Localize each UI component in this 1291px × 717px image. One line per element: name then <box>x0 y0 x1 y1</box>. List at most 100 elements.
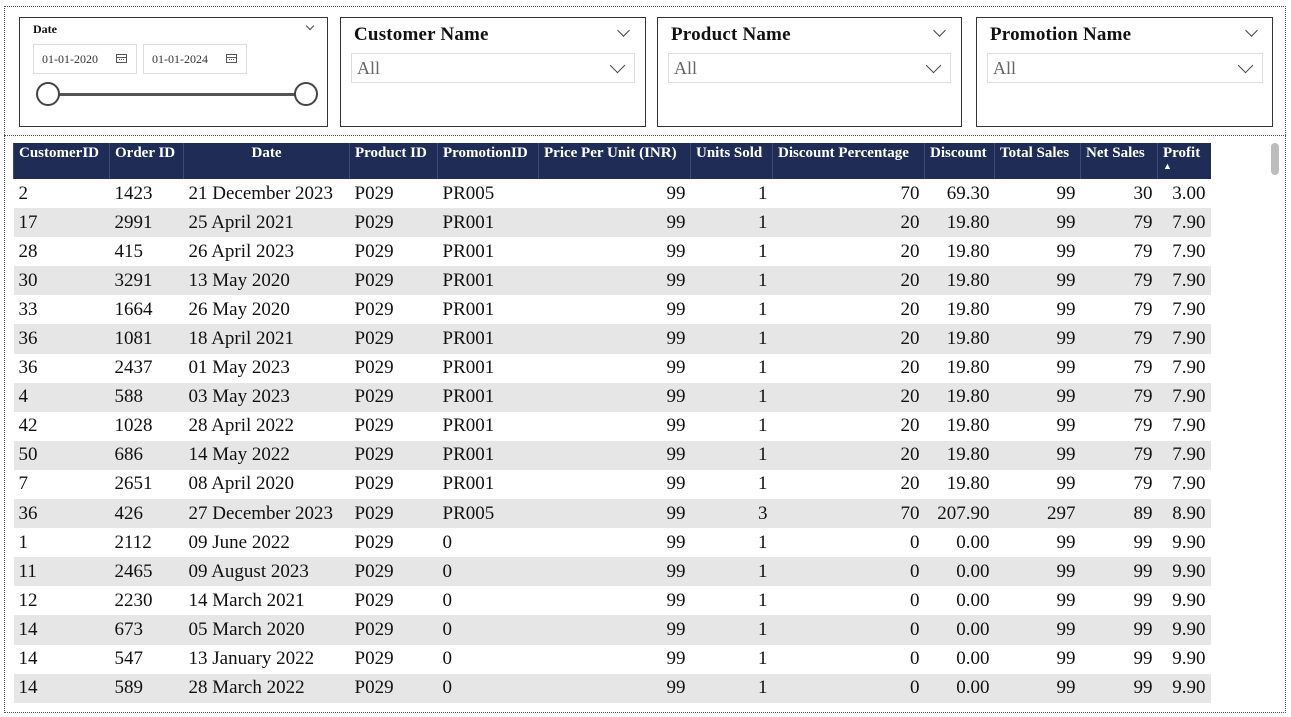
cell-product-id: P029 <box>349 266 438 296</box>
table-row[interactable]: 4 588 03 May 2023 P029 PR001 99 1 20 19.80 99 79 7.… <box>13 382 1211 412</box>
cell-discount-percentage: 20 <box>772 266 925 296</box>
cell-units-sold: 1 <box>690 208 773 238</box>
table-row[interactable]: 14 673 05 March 2020 P029 0 99 1 0 0.00 99 99 9.90 <box>13 615 1211 645</box>
cell-discount: 19.80 <box>924 382 995 412</box>
table-row[interactable]: 14 547 13 January 2022 P029 0 99 1 0 0.00 99 99 9.9… <box>14 645 1211 674</box>
chevron-down-icon[interactable] <box>925 57 942 74</box>
product-name-dropdown[interactable]: All <box>668 53 951 83</box>
table-row[interactable]: 2 1423 21 December 2023 P029 PR005 99 1 70 69.30… <box>14 179 1211 208</box>
col-header-date[interactable]: Date <box>183 143 350 179</box>
cell-discount: 19.80 <box>946 473 990 495</box>
cell-units-sold: 1 <box>758 415 768 437</box>
end-date-value: 01-01-2024 <box>152 52 208 66</box>
cell-units-sold: 1 <box>690 324 773 354</box>
col-header-product-id[interactable]: Product ID <box>349 143 438 179</box>
table-row[interactable]: 30 3291 13 May 2020 P029 PR001 99 1 20 19.80 99 79… <box>13 266 1211 296</box>
cell-promotion-id: PR001 <box>437 208 539 238</box>
sort-ascending-icon[interactable]: ▲ <box>1163 161 1172 171</box>
calendar-icon[interactable] <box>226 54 237 63</box>
end-date-input[interactable]: 01-01-2024 <box>143 44 247 74</box>
cell-date: 01 May 2023 <box>188 357 290 379</box>
chevron-down-icon[interactable] <box>609 57 626 74</box>
cell-discount-percentage: 20 <box>772 208 925 238</box>
calendar-icon[interactable] <box>116 54 127 63</box>
col-header-price-per-unit[interactable]: Price Per Unit (INR) <box>538 143 691 179</box>
cell-profit: 7.90 <box>1157 208 1211 238</box>
table-row[interactable]: 11 2465 09 August 2023 P029 0 99 1 0 0.00 99 99 9.9… <box>13 557 1211 587</box>
cell-customer-id: 14 <box>13 673 110 703</box>
cell-total-sales: 297 <box>994 499 1081 529</box>
col-header-order-id[interactable]: Order ID <box>109 143 184 179</box>
cell-units-sold: 1 <box>758 357 768 379</box>
cell-discount-percentage: 0 <box>910 648 920 670</box>
cell-product-id: P029 <box>354 648 394 670</box>
cell-units-sold: 1 <box>690 382 773 412</box>
cell-profit: 9.90 <box>1172 531 1206 553</box>
chevron-down-icon[interactable] <box>1237 57 1254 74</box>
cell-discount-percentage: 20 <box>900 357 920 379</box>
cell-units-sold: 1 <box>690 557 773 587</box>
cell-price-per-unit: 99 <box>538 557 691 587</box>
col-header-units-sold[interactable]: Units Sold <box>690 143 773 179</box>
col-header-total-sales[interactable]: Total Sales <box>994 143 1081 179</box>
table-row[interactable]: 50 686 14 May 2022 P029 PR001 99 1 20 19.80 99 79 7… <box>13 440 1211 470</box>
cell-discount: 19.80 <box>946 357 990 379</box>
cell-promotion-id: 0 <box>442 648 453 670</box>
cell-promotion-id: 0 <box>437 615 539 645</box>
table-row[interactable]: 33 1664 26 May 2020 P029 PR001 99 1 20 19.80 99 79… <box>14 295 1211 324</box>
cell-price-per-unit: 99 <box>538 615 691 645</box>
cell-order-id: 588 <box>109 382 184 412</box>
cell-order-id: 415 <box>114 240 144 262</box>
cell-date: 13 January 2022 <box>188 648 315 670</box>
cell-units-sold: 1 <box>690 440 773 470</box>
table-row[interactable]: 42 1028 28 April 2022 P029 PR001 99 1 20 19.80 99… <box>14 412 1211 441</box>
cell-discount: 69.30 <box>946 182 990 204</box>
table-row[interactable]: 36 426 27 December 2023 P029 PR005 99 3 70 207.9… <box>13 499 1211 529</box>
cell-product-id: P029 <box>349 382 438 412</box>
cell-order-id: 589 <box>109 673 184 703</box>
chevron-down-icon[interactable] <box>617 24 630 37</box>
col-header-customer-id[interactable]: CustomerID <box>13 143 110 179</box>
product-name-title: Product Name <box>671 24 791 45</box>
cell-product-id: P029 <box>354 298 394 320</box>
date-range-end-handle[interactable] <box>294 82 318 106</box>
vertical-scrollbar[interactable] <box>1271 143 1279 175</box>
col-header-discount-percentage[interactable]: Discount Percentage <box>772 143 925 179</box>
cell-product-id: P029 <box>349 615 438 645</box>
col-header-promotion-id[interactable]: PromotionID <box>437 143 539 179</box>
col-header-discount[interactable]: Discount <box>924 143 995 179</box>
chevron-down-icon[interactable] <box>305 21 315 31</box>
cell-date: 09 August 2023 <box>183 557 350 587</box>
table-row[interactable]: 36 2437 01 May 2023 P029 PR001 99 1 20 19.80 99 79… <box>14 354 1211 383</box>
cell-product-id: P029 <box>354 589 394 611</box>
table-row[interactable]: 7 2651 08 April 2020 P029 PR001 99 1 20 19.80 99 7… <box>14 470 1211 499</box>
table-row[interactable]: 17 2991 25 April 2021 P029 PR001 99 1 20 19.80 99… <box>13 208 1211 238</box>
cell-order-id: 547 <box>114 648 144 670</box>
promotion-name-dropdown[interactable]: All <box>987 53 1263 83</box>
cell-order-id: 2437 <box>114 357 153 379</box>
chevron-down-icon[interactable] <box>933 24 946 37</box>
cell-order-id: 1028 <box>114 415 153 437</box>
cell-price-per-unit: 99 <box>538 499 691 529</box>
cell-profit: 8.90 <box>1157 499 1211 529</box>
col-header-profit[interactable]: Profit ▲ <box>1157 143 1211 179</box>
cell-date: 28 April 2022 <box>188 415 295 437</box>
cell-price-per-unit: 99 <box>538 324 691 354</box>
cell-discount-percentage: 20 <box>772 382 925 412</box>
chevron-down-icon[interactable] <box>1245 24 1258 37</box>
cell-discount-percentage: 0 <box>772 673 925 703</box>
table-row[interactable]: 14 589 28 March 2022 P029 0 99 1 0 0.00 99 99 9.90 <box>13 673 1211 703</box>
table-row[interactable]: 36 1081 18 April 2021 P029 PR001 99 1 20 19.80 99… <box>13 324 1211 354</box>
table-row[interactable]: 12 2230 14 March 2021 P029 0 99 1 0 0.00 99 99 9.90 <box>14 586 1211 615</box>
cell-profit: 9.90 <box>1172 648 1206 670</box>
start-date-input[interactable]: 01-01-2020 <box>33 44 137 74</box>
date-range-track[interactable] <box>48 93 302 96</box>
table-row[interactable]: 1 2112 09 June 2022 P029 0 99 1 0 0.00 99 99 9.90 <box>14 528 1211 557</box>
table-row[interactable]: 28 415 26 April 2023 P029 PR001 99 1 20 19.80 99 7… <box>14 237 1211 266</box>
customer-name-dropdown[interactable]: All <box>351 53 635 83</box>
cell-profit: 7.90 <box>1157 266 1211 296</box>
col-header-net-sales[interactable]: Net Sales <box>1080 143 1158 179</box>
cell-customer-id: 2 <box>18 182 29 204</box>
cell-units-sold: 1 <box>758 589 768 611</box>
date-range-start-handle[interactable] <box>36 82 60 106</box>
